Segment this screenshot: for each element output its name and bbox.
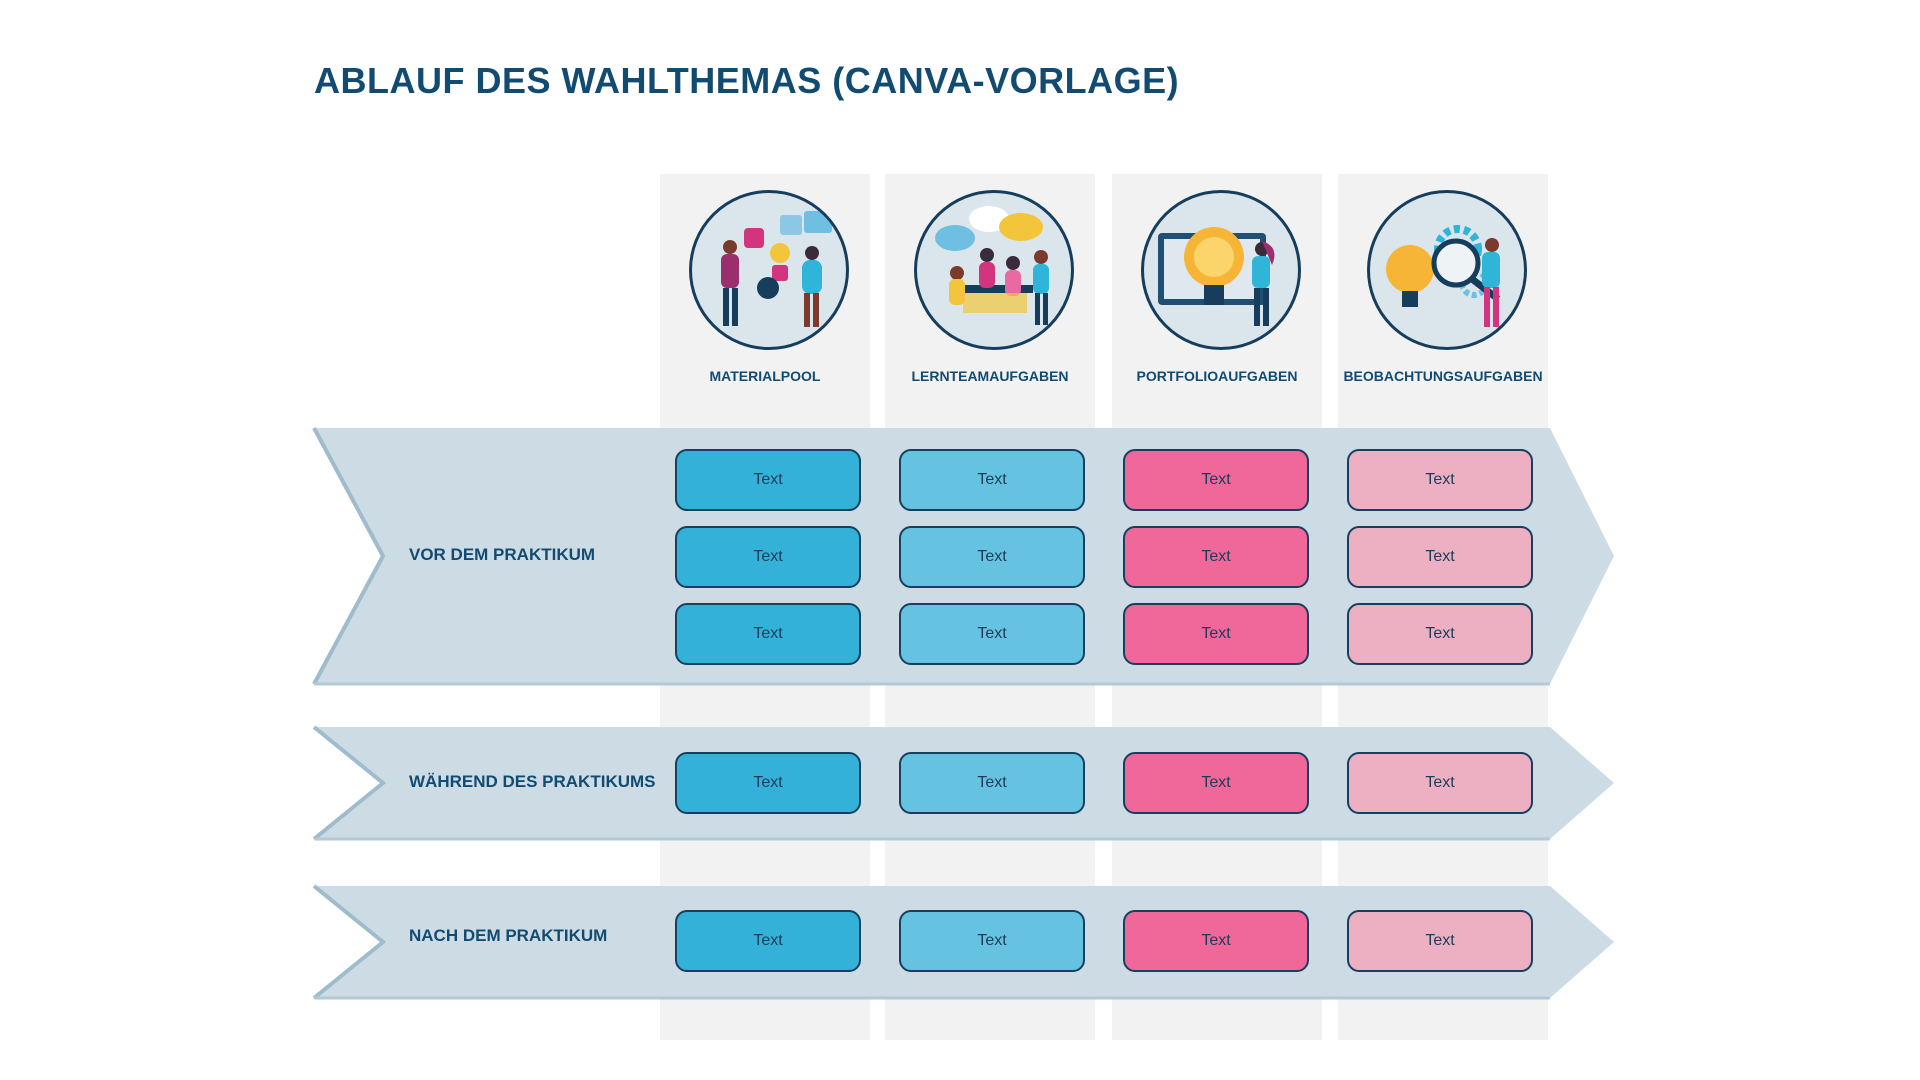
column-header-portfolioaufgaben: PORTFOLIOAUFGABEN — [1112, 188, 1322, 438]
text-box-waehrend-lernteam[interactable]: Text — [899, 752, 1085, 814]
column-header-materialpool: MATERIALPOOL — [660, 188, 870, 438]
lightbulb-presentation-icon — [1141, 190, 1301, 350]
social-media-icon — [689, 190, 849, 350]
text-box-vor-beobachtung-1[interactable]: Text — [1347, 449, 1533, 511]
text-box-vor-portfolio-1[interactable]: Text — [1123, 449, 1309, 511]
text-box-vor-portfolio-2[interactable]: Text — [1123, 526, 1309, 588]
text-box-nach-beobachtung[interactable]: Text — [1347, 910, 1533, 972]
text-box-vor-lernteam-3[interactable]: Text — [899, 603, 1085, 665]
column-label: MATERIALPOOL — [709, 368, 821, 384]
page-title: ABLAUF DES WAHLTHEMAS (CANVA-VORLAGE) — [314, 60, 1180, 101]
text-box-nach-lernteam[interactable]: Text — [899, 910, 1085, 972]
text-box-nach-portfolio[interactable]: Text — [1123, 910, 1309, 972]
text-box-vor-materialpool-2[interactable]: Text — [675, 526, 861, 588]
text-box-waehrend-materialpool[interactable]: Text — [675, 752, 861, 814]
text-box-waehrend-portfolio[interactable]: Text — [1123, 752, 1309, 814]
text-box-nach-materialpool[interactable]: Text — [675, 910, 861, 972]
column-label: LERNTEAMAUFGABEN — [911, 368, 1069, 384]
text-box-vor-lernteam-2[interactable]: Text — [899, 526, 1085, 588]
text-box-vor-materialpool-1[interactable]: Text — [675, 449, 861, 511]
text-box-vor-materialpool-3[interactable]: Text — [675, 603, 861, 665]
row-label-waehrend: WÄHREND DES PRAKTIKUMS — [409, 772, 656, 791]
text-box-vor-beobachtung-3[interactable]: Text — [1347, 603, 1533, 665]
row-label-nach: NACH DEM PRAKTIKUM — [409, 926, 608, 945]
magnifier-observation-icon — [1367, 190, 1527, 350]
text-box-vor-portfolio-3[interactable]: Text — [1123, 603, 1309, 665]
text-box-vor-beobachtung-2[interactable]: Text — [1347, 526, 1533, 588]
text-box-waehrend-beobachtung[interactable]: Text — [1347, 752, 1533, 814]
column-label: BEOBACHTUNGSAUFGABEN — [1343, 368, 1543, 384]
column-label: PORTFOLIOAUFGABEN — [1136, 368, 1298, 384]
phase-band-vor-edge — [312, 427, 386, 685]
team-discussion-icon — [914, 190, 1074, 350]
phase-band-waehrend-edge — [312, 725, 387, 841]
text-box-vor-lernteam-1[interactable]: Text — [899, 449, 1085, 511]
column-header-beobachtungsaufgaben: BEOBACHTUNGSAUFGABEN — [1338, 188, 1548, 438]
column-header-lernteamaufgaben: LERNTEAMAUFGABEN — [885, 188, 1095, 438]
phase-band-nach-edge — [312, 884, 387, 1000]
row-label-vor: VOR DEM PRAKTIKUM — [409, 545, 596, 564]
